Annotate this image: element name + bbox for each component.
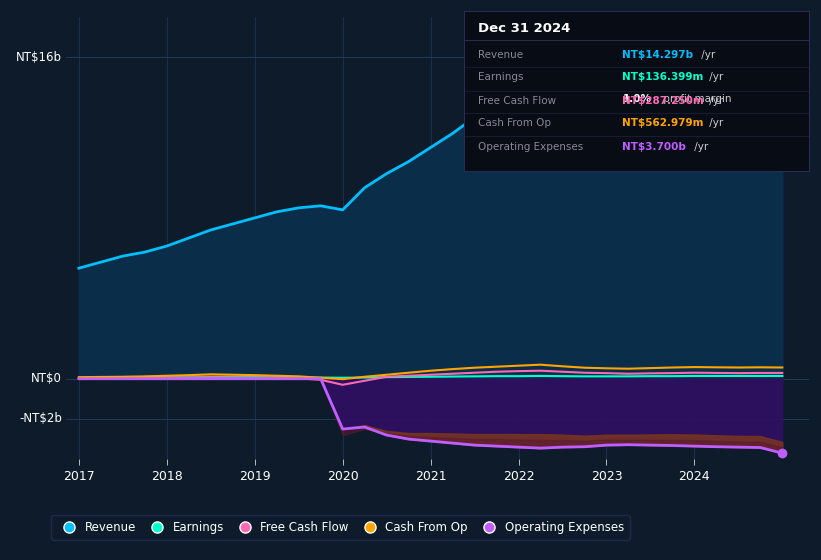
Text: NT$3.700b: NT$3.700b	[622, 142, 686, 152]
Text: NT$287.250m: NT$287.250m	[622, 96, 704, 106]
Text: Earnings: Earnings	[478, 72, 523, 82]
Text: /yr: /yr	[690, 142, 708, 152]
Text: NT$136.399m: NT$136.399m	[622, 72, 704, 82]
Text: Revenue: Revenue	[478, 49, 523, 59]
Text: Operating Expenses: Operating Expenses	[478, 142, 583, 152]
Text: Free Cash Flow: Free Cash Flow	[478, 96, 556, 106]
Text: /yr: /yr	[706, 96, 723, 106]
Text: profit margin: profit margin	[660, 94, 732, 104]
Text: NT$14.297b: NT$14.297b	[622, 49, 694, 59]
Text: Cash From Op: Cash From Op	[478, 118, 551, 128]
Text: 1.0%: 1.0%	[622, 94, 652, 104]
Text: NT$562.979m: NT$562.979m	[622, 118, 704, 128]
Text: NT$0: NT$0	[31, 372, 62, 385]
Text: -NT$2b: -NT$2b	[19, 413, 62, 426]
Text: /yr: /yr	[706, 118, 723, 128]
Text: Dec 31 2024: Dec 31 2024	[478, 22, 570, 35]
Text: /yr: /yr	[699, 49, 716, 59]
Text: NT$16b: NT$16b	[16, 50, 62, 63]
Legend: Revenue, Earnings, Free Cash Flow, Cash From Op, Operating Expenses: Revenue, Earnings, Free Cash Flow, Cash …	[52, 515, 630, 540]
Text: /yr: /yr	[706, 72, 723, 82]
